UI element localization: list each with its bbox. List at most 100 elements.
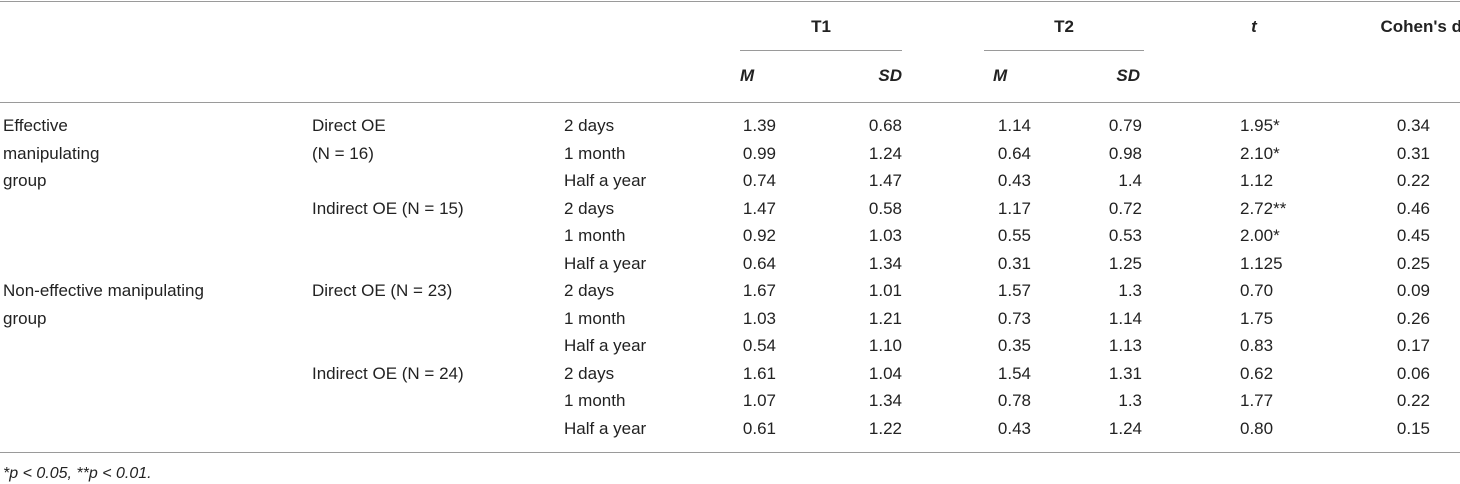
cell-t1m: 0.64	[743, 254, 776, 274]
cell-t2sd: 1.3	[1118, 281, 1142, 301]
cell-t: 1.125	[1240, 254, 1283, 274]
cell-t2m: 0.43	[998, 419, 1031, 439]
group-label-line: Effective	[3, 116, 68, 136]
cell-t1sd: 1.22	[869, 419, 902, 439]
subgroup-label-line: Direct OE	[312, 116, 386, 136]
group-label-line: manipulating	[3, 144, 99, 164]
cell-t2m: 1.54	[998, 364, 1031, 384]
t1-underline	[740, 50, 902, 51]
cell-t1sd: 1.47	[869, 171, 902, 191]
cell-time: 2 days	[564, 116, 614, 136]
cell-d: 0.22	[1397, 391, 1430, 411]
cell-t1sd: 1.03	[869, 226, 902, 246]
cell-t2sd: 1.24	[1109, 419, 1142, 439]
cell-t2m: 0.35	[998, 336, 1031, 356]
cell-d: 0.34	[1397, 116, 1430, 136]
cell-t1sd: 1.34	[869, 254, 902, 274]
cell-t: 1.95*	[1240, 116, 1280, 136]
cell-t: 2.72**	[1240, 199, 1286, 219]
header-t2-sd: SD	[1116, 66, 1140, 86]
cell-t1sd: 1.01	[869, 281, 902, 301]
cell-t2sd: 1.14	[1109, 309, 1142, 329]
header-t-stat: t	[1251, 17, 1257, 37]
group-label-line: group	[3, 171, 46, 191]
cell-t1m: 1.39	[743, 116, 776, 136]
cell-t: 0.62	[1240, 364, 1273, 384]
cell-t2m: 0.43	[998, 171, 1031, 191]
cell-d: 0.06	[1397, 364, 1430, 384]
header-bottom-rule	[0, 102, 1460, 103]
header-t2: T2	[1054, 17, 1074, 37]
cell-d: 0.26	[1397, 309, 1430, 329]
subgroup-label-line: (N = 16)	[312, 144, 374, 164]
cell-time: 1 month	[564, 309, 625, 329]
cell-t2sd: 1.3	[1118, 391, 1142, 411]
cell-t1m: 1.03	[743, 309, 776, 329]
bottom-rule	[0, 452, 1460, 453]
cell-t1sd: 0.58	[869, 199, 902, 219]
cell-t1m: 0.54	[743, 336, 776, 356]
cell-t1sd: 1.10	[869, 336, 902, 356]
cell-t: 2.00*	[1240, 226, 1280, 246]
cell-d: 0.09	[1397, 281, 1430, 301]
cell-t1sd: 1.04	[869, 364, 902, 384]
cell-t2sd: 0.53	[1109, 226, 1142, 246]
header-cohens-d: Cohen's d	[1381, 17, 1460, 37]
cell-d: 0.25	[1397, 254, 1430, 274]
cell-t2m: 1.17	[998, 199, 1031, 219]
t2-underline	[984, 50, 1144, 51]
cell-time: 1 month	[564, 226, 625, 246]
cell-d: 0.31	[1397, 144, 1430, 164]
cell-t1m: 0.61	[743, 419, 776, 439]
cell-time: 1 month	[564, 144, 625, 164]
cell-time: Half a year	[564, 171, 646, 191]
cell-t2sd: 1.25	[1109, 254, 1142, 274]
cell-t: 0.70	[1240, 281, 1273, 301]
cell-t2sd: 1.31	[1109, 364, 1142, 384]
subgroup-label-line: Indirect OE (N = 15)	[312, 199, 464, 219]
cell-t2m: 1.57	[998, 281, 1031, 301]
cell-t2m: 0.31	[998, 254, 1031, 274]
cell-time: Half a year	[564, 254, 646, 274]
header-t1-mean: M	[740, 66, 754, 86]
cell-t1sd: 1.21	[869, 309, 902, 329]
cell-t1m: 1.47	[743, 199, 776, 219]
cell-t2m: 0.73	[998, 309, 1031, 329]
cell-time: 2 days	[564, 281, 614, 301]
cell-t2m: 0.78	[998, 391, 1031, 411]
cell-time: Half a year	[564, 336, 646, 356]
cell-d: 0.17	[1397, 336, 1430, 356]
cell-d: 0.22	[1397, 171, 1430, 191]
cell-time: Half a year	[564, 419, 646, 439]
header-t2-mean: M	[993, 66, 1007, 86]
cell-time: 2 days	[564, 364, 614, 384]
header-t1-sd: SD	[878, 66, 902, 86]
cell-d: 0.15	[1397, 419, 1430, 439]
cell-t: 1.75	[1240, 309, 1273, 329]
cell-t1sd: 0.68	[869, 116, 902, 136]
subgroup-label-line: Direct OE (N = 23)	[312, 281, 452, 301]
cell-t2m: 0.64	[998, 144, 1031, 164]
top-rule	[0, 1, 1460, 2]
cell-t1m: 0.74	[743, 171, 776, 191]
cell-d: 0.45	[1397, 226, 1430, 246]
cell-time: 1 month	[564, 391, 625, 411]
group-label-line: group	[3, 309, 46, 329]
cell-t1m: 0.99	[743, 144, 776, 164]
cell-t2sd: 0.72	[1109, 199, 1142, 219]
header-t1: T1	[811, 17, 831, 37]
subgroup-label-line: Indirect OE (N = 24)	[312, 364, 464, 384]
cell-t2sd: 0.79	[1109, 116, 1142, 136]
cell-t: 0.83	[1240, 336, 1273, 356]
cell-d: 0.46	[1397, 199, 1430, 219]
cell-t1sd: 1.34	[869, 391, 902, 411]
cell-t2sd: 0.98	[1109, 144, 1142, 164]
cell-t1sd: 1.24	[869, 144, 902, 164]
cell-t2m: 1.14	[998, 116, 1031, 136]
cell-t: 1.77	[1240, 391, 1273, 411]
group-label-line: Non-effective manipulating	[3, 281, 204, 301]
footnote: *p < 0.05, **p < 0.01.	[3, 464, 152, 484]
cell-time: 2 days	[564, 199, 614, 219]
cell-t: 0.80	[1240, 419, 1273, 439]
cell-t2m: 0.55	[998, 226, 1031, 246]
